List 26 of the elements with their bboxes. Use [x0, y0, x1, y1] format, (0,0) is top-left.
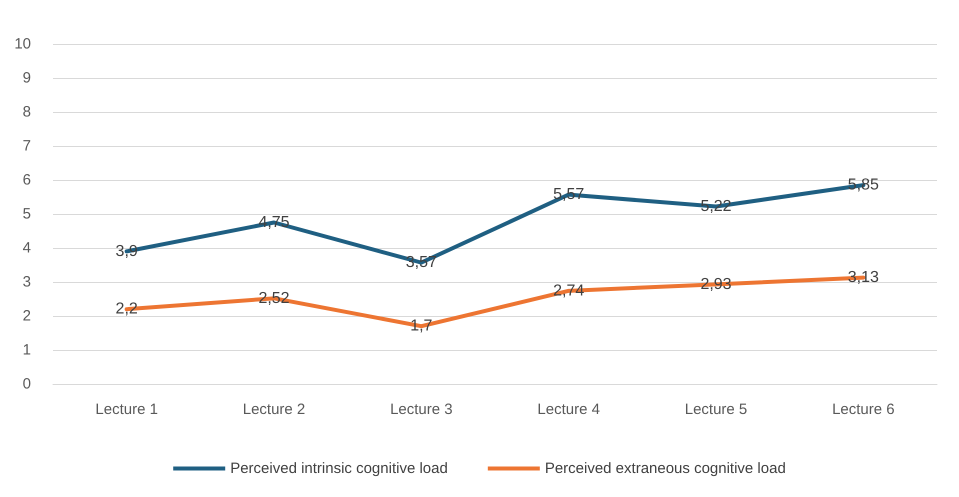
- legend-label: Perceived intrinsic cognitive load: [230, 460, 448, 477]
- y-tick-label: 3: [22, 274, 31, 290]
- y-tick-label: 5: [22, 206, 31, 222]
- y-tick-label: 6: [22, 172, 31, 188]
- data-label: 3,9: [116, 242, 138, 260]
- y-tick-label: 4: [22, 240, 31, 256]
- data-label: 5,85: [848, 176, 880, 194]
- x-tick-label: Lecture 2: [242, 401, 306, 418]
- y-tick-label: 7: [22, 138, 31, 154]
- y-tick-label: 8: [22, 104, 31, 120]
- x-tick-label: Lecture 3: [390, 401, 453, 418]
- y-tick-label: 0: [22, 376, 31, 392]
- y-tick-label: 9: [22, 70, 31, 86]
- x-tick-label: Lecture 6: [832, 401, 895, 418]
- legend-label: Perceived extraneous cognitive load: [544, 460, 786, 477]
- x-tick-label: Lecture 1: [95, 401, 158, 418]
- data-label: 4,75: [258, 214, 290, 231]
- data-label: 3,13: [848, 269, 880, 286]
- x-tick-label: Lecture 4: [537, 401, 600, 418]
- y-tick-label: 1: [22, 342, 31, 358]
- data-label: 5,22: [700, 198, 732, 216]
- y-tick-label: 10: [14, 36, 31, 52]
- data-label: 2,74: [553, 282, 584, 300]
- x-tick-label: Lecture 5: [684, 401, 748, 418]
- y-tick-label: 2: [22, 308, 31, 324]
- data-label: 2,2: [116, 300, 138, 318]
